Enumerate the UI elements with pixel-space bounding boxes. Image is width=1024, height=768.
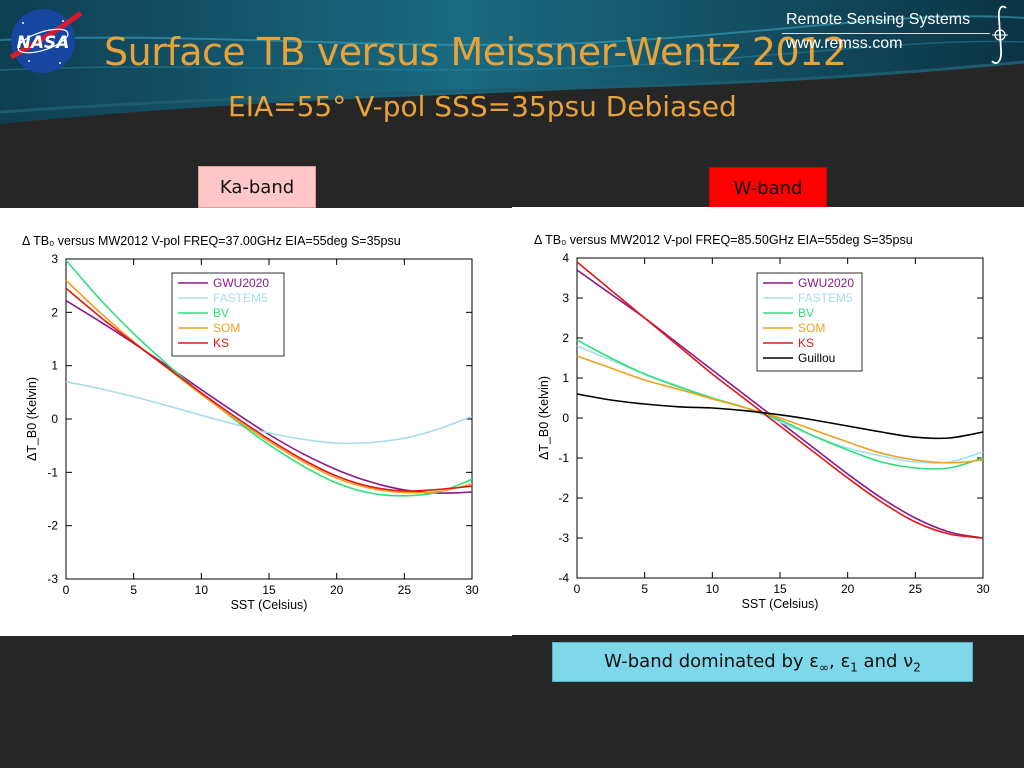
x-axis-label: SST (Celsius): [231, 598, 308, 612]
y-tick-label: -1: [558, 451, 569, 465]
x-tick-label: 15: [773, 582, 787, 596]
note-eps-inf: ε: [809, 651, 819, 672]
note-eps-inf-sub: ∞: [818, 660, 829, 675]
series-line-ks: [576, 261, 984, 539]
chart-title: Δ TB₀ versus MW2012 V-pol FREQ=85.50GHz …: [534, 233, 913, 247]
note-eps1-sub: 1: [850, 660, 858, 675]
y-tick-label: -2: [47, 519, 58, 533]
series-line-guillou: [576, 393, 984, 440]
y-tick-label: -3: [558, 531, 569, 545]
y-tick-label: -3: [47, 572, 58, 586]
y-tick-label: 2: [51, 305, 58, 319]
org-url: www.remss.com: [786, 35, 903, 52]
legend-label: GWU2020: [213, 276, 269, 290]
legend-label: FASTEM5: [798, 291, 853, 305]
ka-band-chart: Δ TB₀ versus MW2012 V-pol FREQ=37.00GHz …: [22, 234, 479, 612]
series-line-som: [576, 355, 984, 464]
slide-title: Surface TB versus Meissner-Wentz 2012: [104, 30, 847, 74]
w-band-note: W-band dominated by ε∞, ε1 and ν2: [552, 642, 973, 682]
org-divider: [782, 33, 990, 34]
note-eps1: ε: [840, 651, 851, 672]
x-tick-label: 20: [841, 582, 855, 596]
legend-label: GWU2020: [798, 276, 854, 290]
y-tick-label: -2: [558, 491, 569, 505]
x-axis-label: SST (Celsius): [742, 597, 819, 611]
y-tick-label: 1: [51, 359, 58, 373]
legend-box: [756, 272, 863, 372]
series-line-bv: [65, 259, 473, 497]
y-tick-label: 4: [562, 251, 569, 265]
legend-label: FASTEM5: [213, 291, 268, 305]
x-tick-label: 30: [976, 582, 990, 596]
x-tick-label: 15: [262, 583, 276, 597]
x-tick-label: 5: [130, 583, 137, 597]
y-tick-label: 3: [562, 291, 569, 305]
note-sep2: and: [857, 651, 904, 672]
legend-label: KS: [798, 336, 814, 350]
series-line-fastem5: [65, 380, 473, 445]
series-line-bv: [576, 339, 984, 470]
note-nu-sub: 2: [913, 660, 921, 675]
legend-label: BV: [213, 306, 229, 320]
header-background: [0, 0, 1024, 140]
legend-label: SOM: [213, 321, 240, 335]
note-nu: ν: [903, 651, 914, 672]
ka-band-chart-panel: Δ TB₀ versus MW2012 V-pol FREQ=37.00GHz …: [0, 208, 512, 636]
slide-subtitle: EIA=55° V-pol SSS=35psu Debiased: [228, 90, 737, 123]
legend-label: BV: [798, 306, 814, 320]
series-line-ks: [65, 287, 473, 492]
legend-label: Guillou: [798, 351, 835, 365]
y-tick-label: -4: [558, 571, 569, 585]
note-sep1: ,: [828, 651, 841, 672]
y-axis-label: ΔT_B0 (Kelvin): [537, 376, 551, 460]
y-tick-label: 3: [51, 252, 58, 266]
nasa-logo-text: NASA: [17, 33, 70, 53]
x-tick-label: 5: [641, 582, 648, 596]
x-tick-label: 0: [63, 583, 70, 597]
w-band-label: W-band: [709, 167, 827, 209]
slide-header: NASA Surface TB versus Meissner-Wentz 20…: [0, 0, 1024, 140]
integral-logo-icon: [991, 5, 1008, 64]
y-tick-label: 2: [562, 331, 569, 345]
x-tick-label: 0: [574, 582, 581, 596]
w-band-chart: Δ TB₀ versus MW2012 V-pol FREQ=85.50GHz …: [534, 233, 990, 611]
ka-band-label: Ka-band: [198, 166, 316, 208]
y-tick-label: -1: [47, 465, 58, 479]
legend-label: KS: [213, 336, 229, 350]
note-prefix: W-band dominated by: [604, 651, 810, 672]
x-tick-label: 10: [706, 582, 720, 596]
y-tick-label: 0: [562, 411, 569, 425]
x-tick-label: 25: [909, 582, 923, 596]
x-tick-label: 20: [330, 583, 344, 597]
legend-label: SOM: [798, 321, 825, 335]
x-tick-label: 10: [195, 583, 209, 597]
chart-title: Δ TB₀ versus MW2012 V-pol FREQ=37.00GHz …: [22, 234, 401, 248]
w-band-chart-panel: Δ TB₀ versus MW2012 V-pol FREQ=85.50GHz …: [512, 207, 1024, 635]
legend-box: [171, 272, 285, 357]
x-tick-label: 25: [398, 583, 412, 597]
x-tick-label: 30: [465, 583, 479, 597]
y-axis-label: ΔT_B0 (Kelvin): [25, 377, 39, 461]
org-name: Remote Sensing Systems: [786, 11, 971, 28]
nasa-logo: NASA: [9, 9, 83, 73]
y-tick-label: 0: [51, 412, 58, 426]
y-tick-label: 1: [562, 371, 569, 385]
